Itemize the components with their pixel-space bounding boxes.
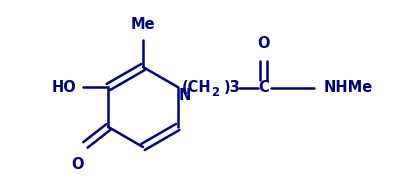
Text: HO: HO	[52, 80, 76, 95]
Text: C: C	[258, 81, 269, 96]
Text: Me: Me	[131, 17, 155, 32]
Text: O: O	[71, 157, 83, 172]
Text: NHMe: NHMe	[324, 81, 373, 96]
Text: N: N	[179, 88, 191, 103]
Text: (CH: (CH	[182, 81, 211, 96]
Text: )3: )3	[224, 81, 240, 96]
Text: O: O	[257, 36, 270, 51]
Text: 2: 2	[211, 85, 220, 98]
